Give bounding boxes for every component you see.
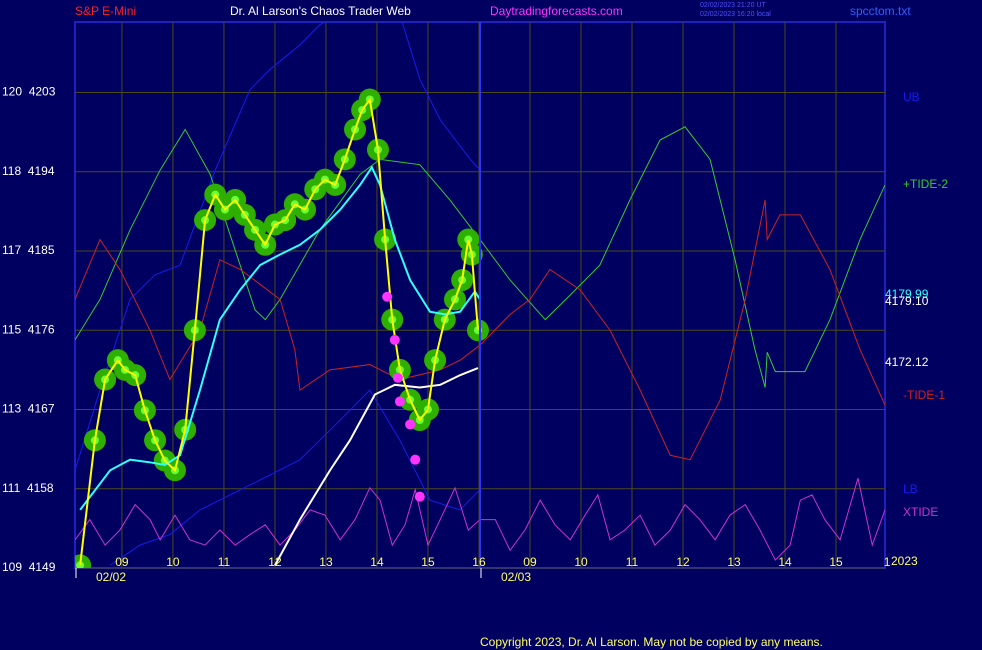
- series-label: LB: [903, 482, 918, 496]
- x-tick-label: 09: [523, 555, 537, 569]
- series-line: [75, 478, 885, 561]
- series-line: [75, 22, 481, 471]
- y-tick-label: 120 4203: [2, 85, 56, 99]
- website: Daytradingforecasts.com: [490, 4, 623, 18]
- x-tick-label: 13: [319, 555, 333, 569]
- timestamp: 02/02/2023 21:20 UT: [700, 2, 766, 9]
- file-name: spcctom.txt: [850, 4, 911, 18]
- series-line: [79, 165, 481, 511]
- plot: [75, 22, 885, 568]
- dot: [405, 419, 416, 430]
- y-tick-label: 109 4149: [2, 560, 56, 574]
- x-tick-label: 10: [166, 555, 180, 569]
- y-tick-label: 111 4158: [2, 481, 54, 495]
- dot: [382, 291, 393, 302]
- y-tick-label: 118 4194: [2, 164, 55, 178]
- end-value-label: 4179.10: [885, 294, 929, 308]
- year-label: 2023: [891, 554, 918, 568]
- timestamp: 02/02/2023 16:20 local: [700, 11, 771, 18]
- x-tick-label: 14: [778, 555, 792, 569]
- series-line: [109, 389, 481, 566]
- dot: [392, 372, 403, 383]
- x-tick-label: 15: [829, 555, 843, 569]
- dot: [410, 454, 421, 465]
- chart-subtitle: Dr. Al Larson's Chaos Trader Web: [230, 4, 411, 18]
- series-line: [79, 96, 479, 566]
- series-label: XTIDE: [903, 505, 938, 519]
- series-line: [274, 367, 479, 566]
- end-value-label: 4172.12: [885, 355, 929, 369]
- x-tick-label: 13: [727, 555, 741, 569]
- dot: [389, 334, 400, 345]
- x-tick-label: 16: [472, 555, 486, 569]
- y-tick-label: 113 4167: [2, 402, 55, 416]
- copyright: Copyright 2023, Dr. Al Larson. May not b…: [480, 635, 823, 649]
- x-tick-label: 14: [370, 555, 384, 569]
- series-label: +TIDE-2: [903, 177, 948, 191]
- y-tick-label: 117 4185: [2, 243, 55, 257]
- x-tick-label: 11: [626, 555, 639, 569]
- series-label: -TIDE-1: [903, 388, 945, 402]
- chart-title: S&P E-Mini: [75, 4, 136, 18]
- dot: [414, 491, 425, 502]
- end-value-label: 4179.99: [885, 287, 929, 301]
- date-label: 02/02: [96, 570, 126, 584]
- x-tick-label: 10: [574, 555, 588, 569]
- x-tick-label: 11: [218, 555, 231, 569]
- series-label: UB: [903, 90, 920, 104]
- x-tick-label: 09: [115, 555, 129, 569]
- x-tick-label: 12: [268, 555, 282, 569]
- x-tick-label: 15: [421, 555, 435, 569]
- x-tick-label: 12: [676, 555, 690, 569]
- dot: [394, 396, 405, 407]
- x-tick-label: 1: [884, 555, 891, 569]
- y-tick-label: 115 4176: [2, 322, 55, 336]
- date-label: 02/03: [501, 570, 531, 584]
